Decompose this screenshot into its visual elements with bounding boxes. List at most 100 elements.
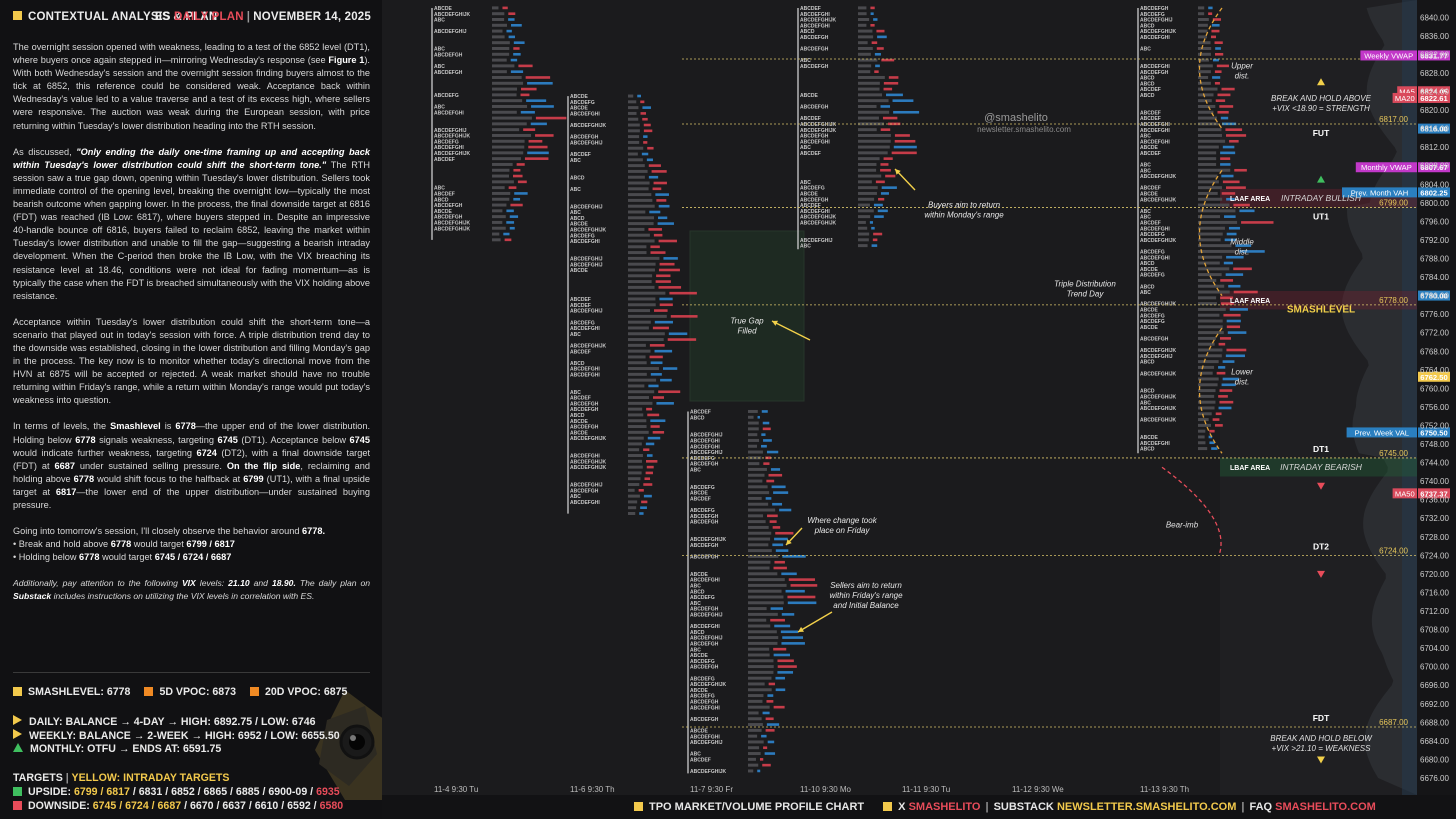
delta-bar [765, 717, 774, 721]
tpo-letters: ABCDEFGHI [1140, 128, 1170, 134]
y-tick-label: 6816.00 [1420, 125, 1449, 134]
tpo-volume-bar [1198, 41, 1211, 45]
substack-link[interactable]: NEWSLETTER.SMASHELITO.COM [1056, 801, 1237, 813]
tpo-letters: ABCDEFGHI [434, 110, 464, 116]
delta-bar [881, 58, 895, 62]
tpo-volume-bar [1198, 319, 1223, 323]
tpo-letters: ABCDEF [570, 396, 591, 402]
tpo-volume-bar [748, 607, 767, 611]
delta-bar [1233, 203, 1250, 207]
tpo-letters: ABC [1140, 47, 1151, 53]
delta-bar [1226, 348, 1247, 352]
delta-bar [535, 134, 554, 137]
tpo-volume-bar [628, 216, 655, 220]
delta-bar [518, 64, 533, 68]
delta-bar [521, 87, 537, 91]
tpo-volume-bar [628, 367, 659, 371]
watermark-site: newsletter.smashelito.com [977, 125, 1071, 134]
tpo-volume-bar [858, 58, 878, 62]
tpo-letters: ABCDEFGHI [1140, 226, 1170, 232]
tpo-letters: ABCDEFGH [570, 425, 599, 431]
price-badge-label: MA50 [1395, 489, 1415, 498]
tpo-volume-bar [492, 128, 520, 132]
tpo-letters: ABCD [690, 589, 705, 595]
delta-bar [1221, 122, 1237, 126]
y-tick-label: 6748.00 [1420, 440, 1449, 449]
delta-bar [764, 752, 776, 755]
tpo-volume-bar [748, 560, 771, 564]
tpo-volume-bar [628, 483, 640, 487]
delta-bar [651, 170, 667, 173]
tpo-volume-bar [748, 752, 761, 756]
tpo-volume-bar [628, 338, 664, 342]
tpo-letters: ABCDEFGHIJK [1140, 371, 1177, 377]
tpo-volume-bar [1198, 87, 1218, 91]
tpo-volume-bar [858, 168, 877, 172]
tpo-letters: ABCDEFG [570, 100, 595, 106]
delta-bar [893, 145, 917, 149]
tpo-volume-bar [628, 361, 647, 365]
delta-bar [653, 396, 665, 399]
target-level-label: 6778.00 [1379, 296, 1408, 305]
tpo-volume-bar [492, 110, 517, 114]
tpo-volume-bar [628, 164, 645, 168]
tpo-volume-bar [748, 438, 760, 442]
x-handle-link[interactable]: SMASHELITO [908, 801, 981, 813]
delta-bar [649, 210, 661, 214]
tpo-volume-bar [858, 162, 877, 166]
bear-imb-label: Bear-imb [1166, 521, 1199, 530]
delta-bar [650, 425, 660, 428]
tpo-letters: ABC [570, 332, 581, 338]
delta-bar [1220, 163, 1231, 166]
delta-bar [1219, 105, 1234, 108]
delta-bar [641, 500, 648, 504]
delta-bar [762, 427, 771, 431]
tpo-volume-bar [628, 355, 646, 359]
tpo-volume-bar [628, 291, 666, 295]
tpo-letters: ABCDE [1140, 308, 1158, 314]
plan-label: DAILY PLAN [174, 11, 244, 23]
break-above-text: +VIX <18.90 = STRENGTH [1272, 104, 1370, 113]
tpo-letters: ABCD [1140, 447, 1155, 453]
delta-bar [667, 338, 697, 341]
analysis-text: The overnight session opened with weakne… [13, 41, 370, 617]
delta-bar [650, 361, 663, 365]
y-tick-label: 6792.00 [1420, 236, 1449, 245]
delta-bar [878, 197, 885, 201]
price-badge-value: 6824.05 [1420, 87, 1448, 96]
delta-bar [1220, 302, 1234, 305]
chart-canvas[interactable]: ABCDEABCDEFGHIJKABCABCDEFGHIJABCABCDEFGH… [382, 0, 1456, 795]
laaf-label: LAAF AREA [1230, 298, 1270, 305]
faq-link[interactable]: SMASHELITO.COM [1275, 801, 1376, 813]
tpo-letters: ABCDEFGH [690, 555, 719, 561]
tpo-volume-bar [628, 140, 640, 144]
delta-bar [654, 349, 673, 353]
tpo-letters: ABCDEFGHI [690, 439, 720, 445]
tpo-volume-bar [628, 210, 646, 214]
delta-bar [516, 163, 525, 166]
tpo-letters: ABCD [1140, 23, 1155, 29]
delta-bar [644, 477, 651, 481]
delta-bar [662, 367, 678, 370]
y-tick-label: 6740.00 [1420, 477, 1449, 486]
session-label: 11-11 9:30 Tu [902, 785, 950, 794]
tpo-volume-bar [858, 157, 880, 161]
tpo-letters: ABCDEFGH [1140, 6, 1169, 12]
tpo-volume-bar [628, 407, 643, 411]
delta-bar [774, 537, 788, 541]
y-tick-label: 6832.00 [1420, 50, 1449, 59]
tpo-letters: ABCDEFGHIJ [1140, 18, 1173, 24]
delta-bar [773, 653, 790, 657]
tpo-volume-bar [748, 595, 784, 599]
laaf-label: LAAF AREA [1230, 196, 1270, 203]
tpo-letters: ABCDEFGHIJK [570, 436, 607, 442]
tpo-letters: ABCDEFGHI [690, 705, 720, 711]
chart-type-label: TPO MARKET/VOLUME PROFILE CHART [649, 801, 865, 813]
tpo-chart[interactable]: ABCDE ABCDEFGHIJK ABC ABCDEFGHIJ ABC ABCDEFGH… [382, 0, 1456, 795]
tpo-volume-bar [1198, 348, 1223, 352]
target-level-label: 6724.00 [1379, 546, 1408, 555]
delta-bar [875, 64, 880, 68]
tpo-volume-bar [492, 75, 522, 79]
tpo-letters: ABC [434, 105, 445, 111]
tpo-letters: ABCDEF [800, 6, 821, 12]
